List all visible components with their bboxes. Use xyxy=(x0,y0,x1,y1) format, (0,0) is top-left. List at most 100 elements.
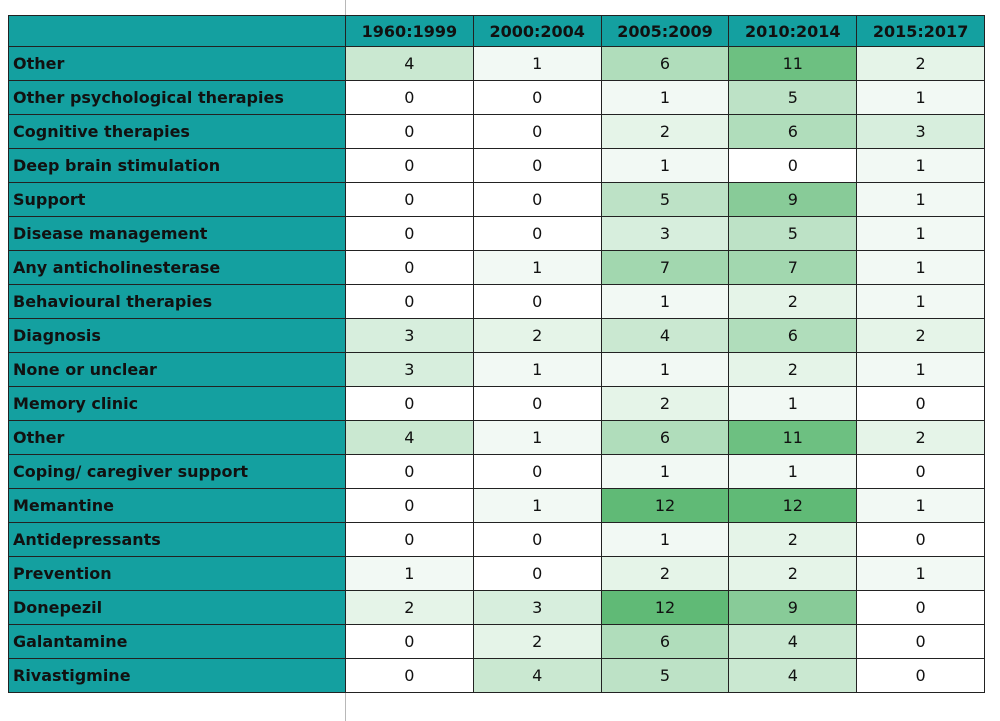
value-cell: 9 xyxy=(728,182,858,217)
value-cell: 1 xyxy=(472,420,602,455)
value-cell: 1 xyxy=(600,352,730,387)
value-cell: 6 xyxy=(600,46,730,81)
row-label: Other psychological therapies xyxy=(8,80,346,115)
data-row: Other 4 1 6 11 2 xyxy=(8,46,985,81)
value-cell: 0 xyxy=(856,454,985,489)
value-cell: 0 xyxy=(472,182,602,217)
data-row: Other 4 1 6 11 2 xyxy=(8,420,985,455)
row-label: Support xyxy=(8,182,346,217)
value-cell: 0 xyxy=(345,488,474,523)
value-cell: 0 xyxy=(345,454,474,489)
value-cell: 0 xyxy=(472,556,602,591)
value-cell: 6 xyxy=(600,420,730,455)
value-cell: 1 xyxy=(600,522,730,557)
value-cell: 1 xyxy=(728,454,858,489)
value-cell: 3 xyxy=(345,352,474,387)
value-cell: 0 xyxy=(472,386,602,421)
data-row: Coping/ caregiver support 0 0 1 1 0 xyxy=(8,454,985,489)
value-cell: 1 xyxy=(856,352,985,387)
value-cell: 1 xyxy=(600,284,730,319)
value-cell: 2 xyxy=(728,522,858,557)
value-cell: 2 xyxy=(728,352,858,387)
row-label: Donepezil xyxy=(8,590,346,625)
value-cell: 1 xyxy=(856,182,985,217)
value-cell: 1 xyxy=(856,80,985,115)
value-cell: 4 xyxy=(345,420,474,455)
value-cell: 2 xyxy=(856,46,985,81)
column-header: 2005:2009 xyxy=(600,15,730,47)
value-cell: 0 xyxy=(345,250,474,285)
data-table: 1960:1999 2000:2004 2005:2009 2010:2014 2015… xyxy=(8,15,985,693)
data-row: Diagnosis 3 2 4 6 2 xyxy=(8,318,985,353)
row-label: Diagnosis xyxy=(8,318,346,353)
value-cell: 4 xyxy=(728,624,858,659)
value-cell: 1 xyxy=(472,46,602,81)
row-label: Any anticholinesterase xyxy=(8,250,346,285)
column-header: 2000:2004 xyxy=(472,15,602,47)
value-cell: 4 xyxy=(728,658,858,693)
value-cell: 2 xyxy=(600,556,730,591)
value-cell: 0 xyxy=(345,216,474,251)
value-cell: 0 xyxy=(472,454,602,489)
row-label: Memantine xyxy=(8,488,346,523)
value-cell: 0 xyxy=(472,522,602,557)
value-cell: 2 xyxy=(472,318,602,353)
value-cell: 0 xyxy=(856,522,985,557)
value-cell: 2 xyxy=(600,114,730,149)
value-cell: 0 xyxy=(345,114,474,149)
value-cell: 1 xyxy=(345,556,474,591)
value-cell: 2 xyxy=(345,590,474,625)
row-label: None or unclear xyxy=(8,352,346,387)
data-row: Support 0 0 5 9 1 xyxy=(8,182,985,217)
value-cell: 1 xyxy=(472,250,602,285)
value-cell: 4 xyxy=(600,318,730,353)
value-cell: 0 xyxy=(472,284,602,319)
value-cell: 2 xyxy=(856,420,985,455)
header-row: 1960:1999 2000:2004 2005:2009 2010:2014 2015… xyxy=(8,15,985,47)
value-cell: 7 xyxy=(728,250,858,285)
value-cell: 12 xyxy=(600,590,730,625)
value-cell: 6 xyxy=(728,114,858,149)
value-cell: 5 xyxy=(728,216,858,251)
value-cell: 5 xyxy=(728,80,858,115)
value-cell: 2 xyxy=(728,556,858,591)
data-row: Memantine 0 1 12 12 1 xyxy=(8,488,985,523)
row-label: Prevention xyxy=(8,556,346,591)
data-row: Memory clinic 0 0 2 1 0 xyxy=(8,386,985,421)
corner-cell xyxy=(8,15,346,47)
value-cell: 6 xyxy=(728,318,858,353)
value-cell: 4 xyxy=(472,658,602,693)
column-header: 2015:2017 xyxy=(856,15,985,47)
row-label: Behavioural therapies xyxy=(8,284,346,319)
value-cell: 2 xyxy=(728,284,858,319)
value-cell: 3 xyxy=(600,216,730,251)
row-label: Galantamine xyxy=(8,624,346,659)
value-cell: 0 xyxy=(856,386,985,421)
value-cell: 0 xyxy=(856,624,985,659)
data-row: Antidepressants 0 0 1 2 0 xyxy=(8,522,985,557)
value-cell: 0 xyxy=(472,216,602,251)
value-cell: 0 xyxy=(345,80,474,115)
row-label: Rivastigmine xyxy=(8,658,346,693)
value-cell: 0 xyxy=(856,590,985,625)
value-cell: 1 xyxy=(600,454,730,489)
row-label: Disease management xyxy=(8,216,346,251)
row-label: Antidepressants xyxy=(8,522,346,557)
value-cell: 1 xyxy=(856,556,985,591)
data-row: Behavioural therapies 0 0 1 2 1 xyxy=(8,284,985,319)
value-cell: 1 xyxy=(856,216,985,251)
row-label: Cognitive therapies xyxy=(8,114,346,149)
data-row: Galantamine 0 2 6 4 0 xyxy=(8,624,985,659)
value-cell: 7 xyxy=(600,250,730,285)
table-body: 1960:1999 2000:2004 2005:2009 2010:2014 2015… xyxy=(8,15,985,693)
value-cell: 2 xyxy=(472,624,602,659)
value-cell: 1 xyxy=(856,488,985,523)
value-cell: 6 xyxy=(600,624,730,659)
value-cell: 0 xyxy=(345,386,474,421)
value-cell: 1 xyxy=(600,80,730,115)
value-cell: 5 xyxy=(600,658,730,693)
value-cell: 0 xyxy=(345,182,474,217)
value-cell: 0 xyxy=(472,114,602,149)
value-cell: 1 xyxy=(600,148,730,183)
